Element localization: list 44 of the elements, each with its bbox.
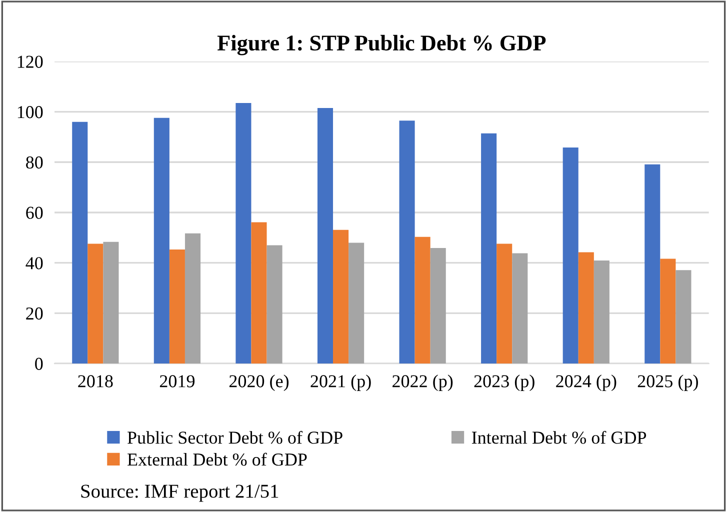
bar <box>103 242 119 364</box>
bar <box>184 233 201 364</box>
bar <box>348 242 364 364</box>
x-tick-label: 2019 <box>160 375 195 388</box>
bar <box>169 249 185 364</box>
x-tick-label: 2020 (e) <box>229 374 289 392</box>
x-tick-label: 2025 (p) <box>638 374 698 392</box>
bar <box>333 230 349 364</box>
bar <box>496 244 512 364</box>
source-note: Source: IMF report 21/51 <box>81 484 278 502</box>
bar <box>266 245 282 364</box>
y-tick-label: 80 <box>26 156 43 169</box>
x-tick-label: 2023 (p) <box>474 374 534 392</box>
y-tick-label: 100 <box>18 106 43 118</box>
y-tick-label: 60 <box>26 206 43 219</box>
bar <box>594 260 610 364</box>
bar <box>251 222 267 364</box>
bar <box>660 258 676 364</box>
bar <box>644 164 660 364</box>
chart-title: Figure 1: STP Public Debt % GDP <box>217 34 546 56</box>
x-tick-label: 2024 (p) <box>556 374 616 392</box>
y-tick-label: 20 <box>26 307 43 320</box>
legend-label: Internal Debt % of GDP <box>472 430 646 444</box>
bar <box>88 244 104 364</box>
bar <box>72 122 88 364</box>
bar <box>154 118 170 364</box>
x-tick-label: 2018 <box>78 375 113 388</box>
bar <box>512 253 528 364</box>
legend-label: Public Sector Debt % of GDP <box>128 430 342 444</box>
bar <box>562 148 578 364</box>
x-tick-label: 2022 (p) <box>392 374 453 392</box>
bar <box>317 108 334 364</box>
bar <box>236 102 252 364</box>
y-tick-label: 120 <box>18 56 43 68</box>
y-tick-label: 40 <box>26 257 43 270</box>
x-tick-label: 2021 (p) <box>310 374 371 392</box>
legend-label: External Debt % of GDP <box>128 452 307 466</box>
bar <box>578 252 594 364</box>
bar <box>676 270 692 364</box>
bar <box>414 236 430 364</box>
y-tick-label: 0 <box>35 358 43 370</box>
bar <box>481 133 497 364</box>
bar <box>399 120 415 364</box>
bar <box>430 248 446 364</box>
